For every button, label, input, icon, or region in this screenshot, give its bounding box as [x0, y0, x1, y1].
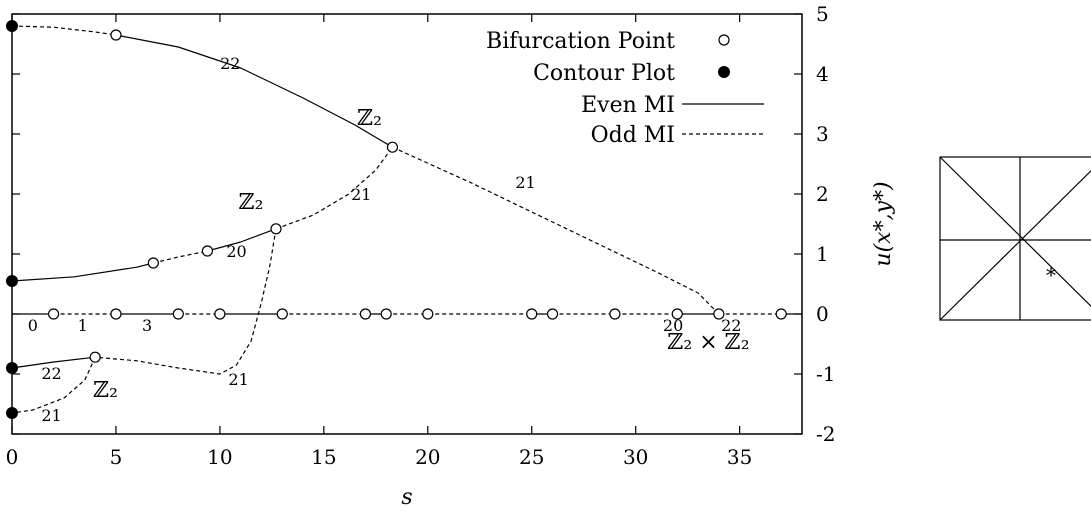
bifurcation-point-4: [270, 223, 282, 235]
y-tick-label-6: 4: [816, 62, 829, 86]
branch-4: [153, 250, 208, 264]
branch-label-9: 22: [41, 364, 61, 383]
legend: Bifurcation Point Contour Plot Even MI Odd …: [486, 29, 764, 148]
bifurcation-point-6: [47, 308, 60, 320]
y-tick-label-0: -2: [816, 422, 835, 446]
bifurcation-point-12: [380, 308, 392, 320]
legend-label-3: Odd MI: [591, 123, 675, 148]
inset-antidiagonal-line: [939, 169, 1091, 321]
legend-label-2: Even MI: [581, 93, 675, 118]
branch-1: [115, 34, 393, 148]
symmetry-label-12: ℤ₂: [357, 106, 382, 131]
y-tick-label-3: 1: [816, 242, 829, 266]
branch-label-3: 20: [226, 242, 246, 261]
x-tick-label-4: 20: [415, 445, 440, 469]
x-axis-label: s: [401, 485, 412, 510]
bifurcation-point-15: [546, 308, 559, 320]
y-tick-label-4: 2: [816, 182, 829, 206]
bifurcation-point-10: [276, 308, 288, 320]
x-tick-label-0: 0: [6, 445, 19, 469]
branch-5: [207, 228, 277, 252]
branch-label-7: 20: [663, 316, 683, 335]
plot-frame: [11, 13, 803, 435]
symmetry-label-14: ℤ₂: [93, 378, 118, 403]
bifurcation-point-18: [713, 308, 725, 320]
legend-symbol-1: [718, 66, 730, 78]
x-tick-label-6: 30: [623, 445, 648, 469]
y-axis-label: u(x*,y*): [871, 181, 896, 266]
inset-marker: *: [1046, 263, 1056, 287]
branch-7: [95, 228, 277, 375]
bifurcation-point-11: [359, 308, 372, 320]
annotation-labels: 22 21 21 20 0 1 3 20 22 22 21 21 ℤ₂ ℤ₂ ℤ₂ ℤ₂ × ℤ₂: [28, 54, 750, 425]
point-markers: [6, 20, 787, 419]
bifurcation-point-17: [671, 308, 683, 320]
bifurcation-point-16: [609, 308, 621, 320]
branch-label-0: 22: [220, 54, 240, 73]
x-tick-label-1: 5: [110, 445, 123, 469]
branch-label-5: 1: [78, 316, 88, 335]
bifurcation-point-14: [526, 308, 538, 320]
legend-label-0: Bifurcation Point: [486, 29, 675, 54]
bifurcation-point-9: [214, 308, 226, 320]
branch-label-2: 21: [351, 185, 371, 204]
x-tick-label-7: 35: [727, 445, 752, 469]
bifurcation-point-0: [110, 29, 122, 41]
legend-label-1: Contour Plot: [533, 61, 675, 86]
symmetry-label-15: ℤ₂ × ℤ₂: [667, 330, 749, 355]
branch-curves: [11, 25, 802, 414]
branch-9: [11, 356, 96, 414]
domain-inset: *: [939, 156, 1091, 321]
branch-label-4: 0: [28, 316, 38, 335]
branch-label-11: 21: [41, 406, 61, 425]
bifurcation-point-8: [172, 308, 184, 320]
branch-0: [11, 25, 116, 36]
y-tick-label-7: 5: [816, 2, 829, 26]
branch-label-1: 21: [515, 173, 535, 192]
branch-label-10: 21: [228, 370, 248, 389]
bifurcation-point-5: [89, 351, 101, 363]
branch-3: [11, 262, 154, 282]
x-tick-label-2: 10: [207, 445, 232, 469]
symmetry-label-13: ℤ₂: [239, 190, 264, 215]
bifurcation-point-2: [147, 257, 159, 269]
legend-symbol-0: [718, 34, 730, 46]
y-tick-label-1: -1: [816, 362, 835, 386]
branch-8: [11, 356, 96, 369]
bifurcation-point-13: [422, 308, 434, 320]
bifurcation-point-1: [386, 141, 399, 153]
inset-square: [939, 156, 1091, 321]
branch-label-8: 22: [721, 316, 741, 335]
x-tick-label-5: 25: [519, 445, 544, 469]
bifurcation-point-7: [110, 308, 122, 320]
bifurcation-point-19: [775, 308, 787, 320]
bifurcation-point-3: [201, 245, 214, 257]
branch-label-6: 3: [142, 316, 152, 335]
x-tick-label-3: 15: [311, 445, 336, 469]
inset-diagonal-line: [939, 156, 1091, 308]
y-tick-label-5: 3: [816, 122, 829, 146]
y-tick-label-2: 0: [816, 302, 829, 326]
branch-6: [275, 146, 393, 230]
branch-2: [392, 146, 720, 315]
